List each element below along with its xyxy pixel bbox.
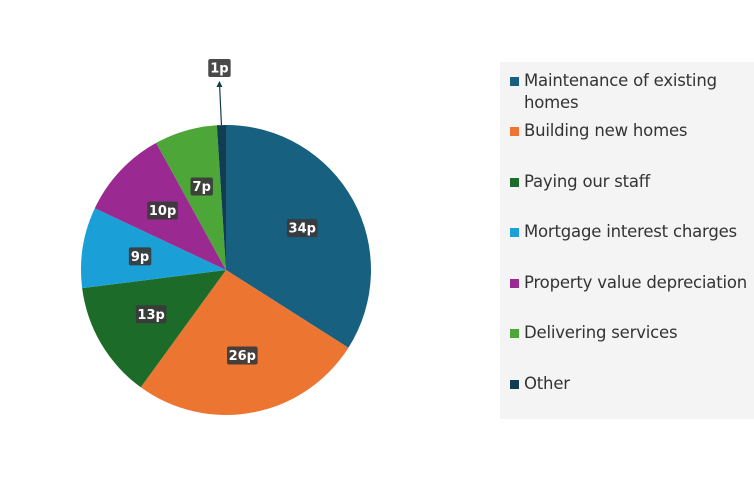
legend-label-maintenance: Maintenance of existing homes [524, 71, 717, 112]
legend-label-services: Delivering services [524, 323, 678, 342]
pie-chart: 34p 26p 13p 9p 10p 7p 1p [81, 59, 372, 415]
data-label-box-depreciation [147, 201, 178, 220]
data-label-staff: 13p [137, 308, 164, 323]
legend-swatch-other [510, 380, 519, 389]
legend-swatch-mortgage [510, 228, 519, 237]
legend-item-mortgage: Mortgage interest charges [510, 221, 750, 243]
legend-swatch-services [510, 329, 519, 338]
pie-slices [81, 125, 372, 415]
data-label-box-mortgage [128, 247, 152, 266]
legend-label-staff: Paying our staff [524, 172, 651, 191]
data-label-box-services [190, 177, 213, 196]
pie-slice-services [156, 125, 226, 270]
data-label-building: 26p [229, 349, 256, 364]
legend-swatch-building [510, 127, 519, 136]
data-label-box-staff [135, 305, 167, 324]
data-label-services: 7p [193, 180, 211, 195]
legend-swatch-maintenance [510, 77, 519, 86]
legend-label-depreciation: Property value depreciation [524, 273, 748, 292]
pie-slice-staff [82, 270, 226, 388]
legend-label-building: Building new homes [524, 121, 688, 140]
pie-slice-building [140, 270, 349, 415]
legend-item-services: Delivering services [510, 322, 750, 344]
pie-slice-other [216, 125, 226, 270]
pie-data-labels: 34p 26p 13p 9p 10p 7p 1p [128, 59, 318, 365]
legend-swatch-staff [510, 178, 519, 187]
data-label-mortgage: 9p [131, 250, 149, 265]
data-label-depreciation: 10p [149, 204, 176, 219]
legend-label-mortgage: Mortgage interest charges [524, 222, 737, 241]
legend-item-building: Building new homes [510, 120, 750, 142]
chart-legend: Maintenance of existing homes Building n… [500, 62, 754, 419]
legend-swatch-depreciation [510, 279, 519, 288]
data-label-maintenance: 34p [289, 222, 316, 237]
leader-line-other [218, 81, 223, 126]
legend-item-depreciation: Property value depreciation [510, 272, 750, 294]
data-label-box-building [227, 346, 258, 365]
data-label-box-maintenance [286, 219, 318, 238]
leader-arrow-other [216, 81, 223, 87]
legend-item-maintenance: Maintenance of existing homes [510, 70, 750, 114]
data-label-box-other [208, 59, 231, 77]
pie-slice-mortgage [81, 208, 226, 289]
legend-label-other: Other [524, 374, 570, 393]
legend-item-staff: Paying our staff [510, 171, 750, 193]
data-label-other: 1p [210, 62, 228, 77]
legend-item-other: Other [510, 373, 750, 395]
